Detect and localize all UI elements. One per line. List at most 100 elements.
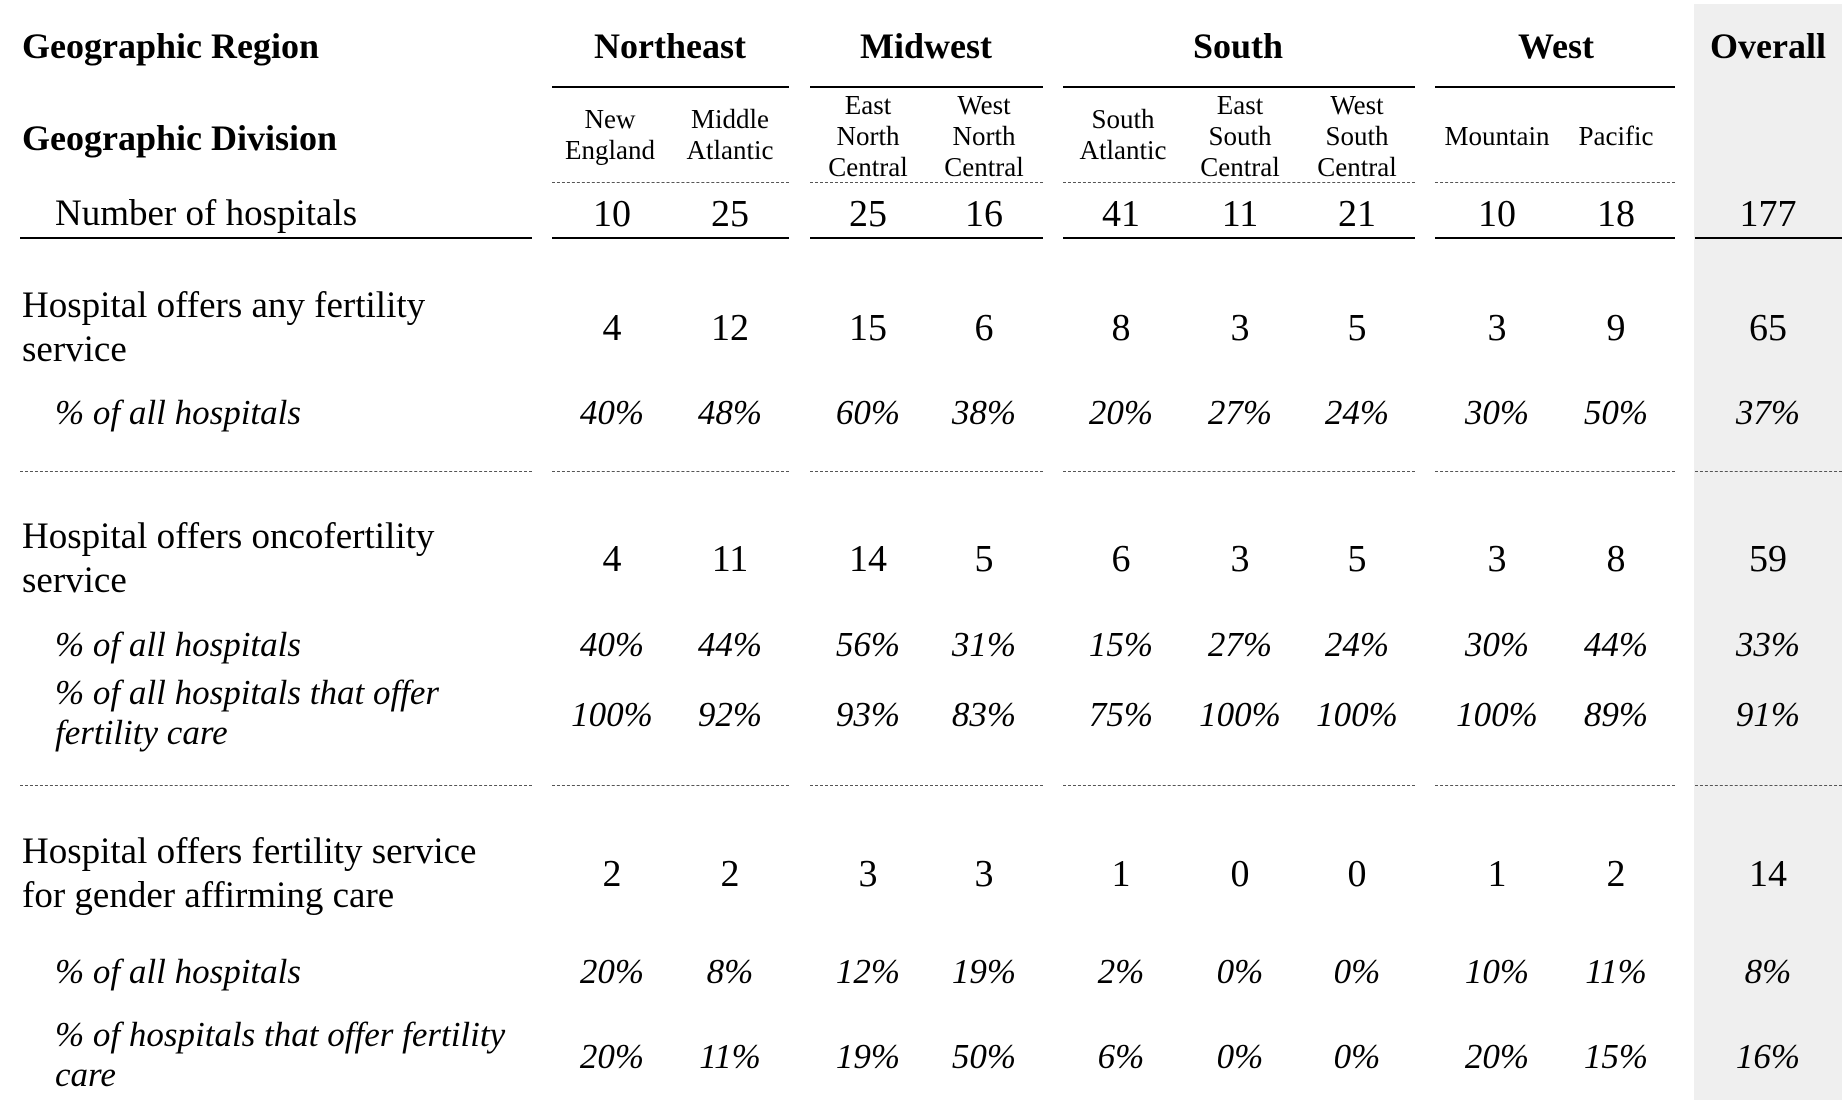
any-pct-mountain: 30% (1464, 393, 1530, 432)
onco-pct-new-england: 40% (579, 625, 645, 664)
onco-middle-atlantic: 11 (711, 538, 749, 580)
row-label-gender-affirming: Hospital offers fertility service for ge… (22, 831, 477, 916)
onco-pct-east-south-central: 27% (1207, 625, 1273, 664)
gender-west-north-central: 3 (974, 853, 994, 895)
gender-fert-new-england: 20% (579, 1037, 645, 1076)
gender-middle-atlantic: 2 (720, 853, 740, 895)
gender-fert-pacific: 15% (1583, 1037, 1649, 1076)
region-northeast: Northeast (594, 26, 746, 66)
onco-east-south-central: 3 (1230, 538, 1250, 580)
onco-overall: 59 (1749, 538, 1787, 580)
any-overall: 65 (1749, 307, 1787, 349)
gender-pct-new-england: 20% (579, 952, 645, 991)
section-separator (1063, 471, 1415, 472)
gender-pct-east-north-central: 12% (835, 952, 901, 991)
row-label-gender-pct: % of all hospitals (55, 952, 301, 991)
region-south: South (1192, 26, 1284, 66)
gender-pct-mountain: 10% (1464, 952, 1530, 991)
division-mountain: Mountain (1444, 121, 1550, 151)
division-east-north-central: East North Central (828, 90, 908, 182)
any-east-south-central: 3 (1230, 307, 1250, 349)
onco-west-south-central: 5 (1347, 538, 1367, 580)
any-pct-new-england: 40% (579, 393, 645, 432)
overall-column-shading (1694, 4, 1842, 1100)
gender-fert-west-south-central: 0% (1333, 1037, 1381, 1076)
gender-fert-east-south-central: 0% (1216, 1037, 1264, 1076)
hospitals-middle-atlantic: 25 (711, 193, 749, 235)
header-rule (20, 237, 532, 239)
region-underline (1063, 86, 1415, 88)
onco-pct-west-south-central: 24% (1324, 625, 1390, 664)
onco-pacific: 8 (1606, 538, 1626, 580)
gender-new-england: 2 (602, 853, 622, 895)
gender-east-south-central: 0 (1230, 853, 1250, 895)
onco-mountain: 3 (1487, 538, 1507, 580)
hospitals-east-north-central: 25 (849, 193, 887, 235)
section-separator (20, 471, 532, 472)
region-underline (810, 86, 1043, 88)
gender-fert-east-north-central: 19% (835, 1037, 901, 1076)
hospitals-east-south-central: 11 (1221, 193, 1259, 235)
section-separator (1063, 785, 1415, 786)
section-separator (552, 785, 789, 786)
gender-pct-east-south-central: 0% (1216, 952, 1264, 991)
header-rule (1063, 237, 1415, 239)
gender-fert-mountain: 20% (1464, 1037, 1530, 1076)
any-pct-west-south-central: 24% (1324, 393, 1390, 432)
any-pct-east-south-central: 27% (1207, 393, 1273, 432)
any-pct-overall: 37% (1735, 393, 1801, 432)
section-separator (810, 471, 1043, 472)
any-new-england: 4 (602, 307, 622, 349)
onco-pct-pacific: 44% (1583, 625, 1649, 664)
hospitals-west-north-central: 16 (965, 193, 1003, 235)
section-separator (1435, 785, 1675, 786)
gender-pct-west-south-central: 0% (1333, 952, 1381, 991)
gender-pct-middle-atlantic: 8% (706, 952, 754, 991)
header-rule (1695, 237, 1842, 239)
section-separator (552, 471, 789, 472)
region-underline (552, 86, 789, 88)
hospitals-south-atlantic: 41 (1102, 193, 1140, 235)
onco-west-north-central: 5 (974, 538, 994, 580)
onco-fert-middle-atlantic: 92% (697, 695, 763, 734)
division-west-north-central: West North Central (944, 90, 1024, 182)
row-label-onco-pct-fertility: % of all hospitals that offer fertility … (55, 673, 440, 752)
row-label-gender-pct-fertility: % of hospitals that offer fertility care (55, 1015, 506, 1094)
section-separator (810, 785, 1043, 786)
hospitals-mountain: 10 (1478, 193, 1516, 235)
hospitals-overall: 177 (1739, 193, 1797, 235)
onco-fert-new-england: 100% (571, 695, 653, 734)
gender-pct-overall: 8% (1744, 952, 1792, 991)
any-east-north-central: 15 (849, 307, 887, 349)
header-rule (1435, 237, 1675, 239)
hospitals-new-england: 10 (593, 193, 631, 235)
division-east-south-central: East South Central (1200, 90, 1280, 182)
section-separator (1695, 471, 1842, 472)
gender-fert-south-atlantic: 6% (1097, 1037, 1145, 1076)
division-underline (552, 182, 789, 183)
section-separator (1435, 471, 1675, 472)
hospitals-west-south-central: 21 (1338, 193, 1376, 235)
onco-fert-west-north-central: 83% (951, 695, 1017, 734)
gender-pct-west-north-central: 19% (951, 952, 1017, 991)
division-new-england: New England (565, 104, 655, 165)
any-west-south-central: 5 (1347, 307, 1367, 349)
onco-pct-south-atlantic: 15% (1088, 625, 1154, 664)
any-south-atlantic: 8 (1111, 307, 1131, 349)
geographic-region-label: Geographic Region (22, 26, 319, 66)
gender-pct-pacific: 11% (1585, 952, 1647, 991)
gender-west-south-central: 0 (1347, 853, 1367, 895)
onco-east-north-central: 14 (849, 538, 887, 580)
geographic-division-label: Geographic Division (22, 118, 338, 158)
section-separator (1695, 785, 1842, 786)
onco-pct-east-north-central: 56% (835, 625, 901, 664)
any-pct-middle-atlantic: 48% (697, 393, 763, 432)
onco-pct-mountain: 30% (1464, 625, 1530, 664)
division-underline (1435, 182, 1675, 183)
any-pct-south-atlantic: 20% (1088, 393, 1154, 432)
gender-east-north-central: 3 (858, 853, 878, 895)
gender-fert-west-north-central: 50% (951, 1037, 1017, 1076)
gender-mountain: 1 (1487, 853, 1507, 895)
header-rule (810, 237, 1043, 239)
